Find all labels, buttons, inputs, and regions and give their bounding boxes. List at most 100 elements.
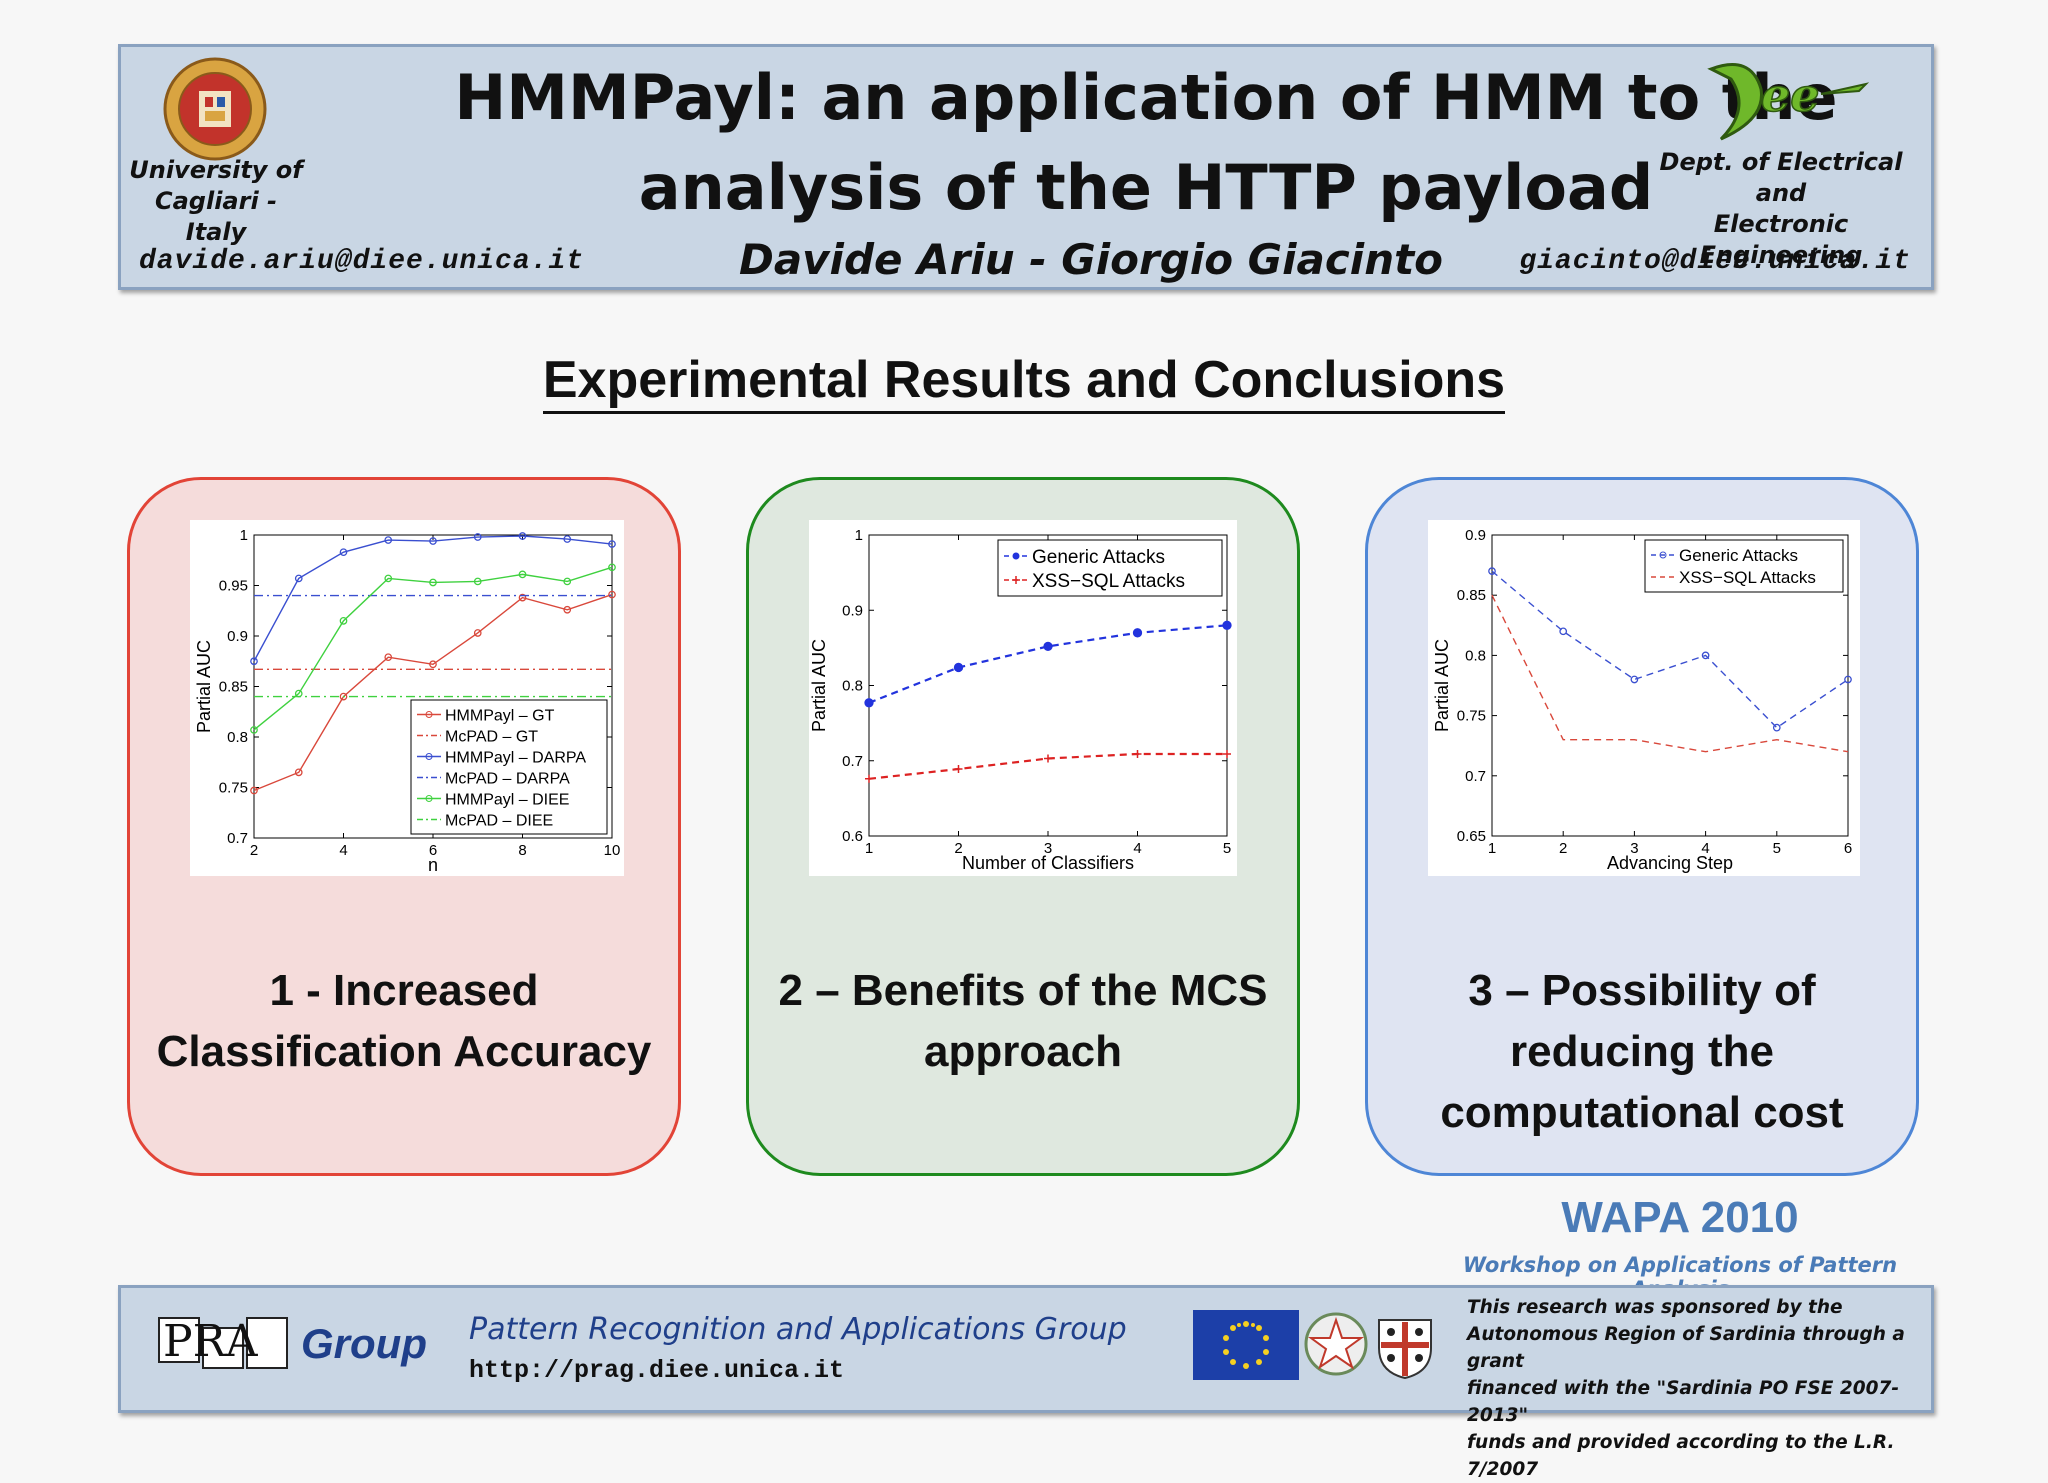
university-seal-logo — [163, 57, 267, 161]
data-point — [250, 726, 258, 734]
legend-marker — [425, 711, 433, 718]
chart-box-3: 1 2 3 4 5 6 0.65 0.7 0.75 0.8 0.85 0.9 Advancing Ste… — [1428, 520, 1860, 876]
data-point — [250, 786, 258, 795]
data-point — [1844, 675, 1852, 684]
authors: Davide Ariu - Giorgio Giacinto — [738, 235, 1444, 284]
y-tick-label: 0.8 — [842, 678, 863, 695]
data-point — [518, 570, 527, 579]
y-tick-label: 0.85 — [1457, 587, 1486, 604]
data-point — [608, 540, 616, 548]
header-banner: University of Cagliari - Italy davide.ar… — [118, 44, 1934, 290]
data-point — [384, 536, 393, 544]
data-point — [1559, 627, 1568, 636]
data-point — [294, 768, 303, 777]
series-line-0 — [253, 593, 613, 792]
data-point — [1701, 651, 1710, 660]
legend-label: McPAD – DARPA — [445, 770, 570, 787]
data-point — [339, 617, 348, 625]
x-tick-label: 6 — [1844, 840, 1852, 857]
y-tick-label: 0.95 — [219, 578, 248, 595]
legend-label: XSS−SQL Attacks — [1679, 568, 1816, 587]
legend-label: McPAD – GT — [445, 728, 538, 745]
footer-banner: PRA Group Pattern Recognition and Applic… — [118, 1285, 1934, 1480]
legend-marker — [1659, 551, 1667, 559]
y-tick-label: 1 — [240, 527, 248, 544]
series-line-2 — [253, 535, 613, 662]
x-tick-label: 2 — [954, 840, 962, 857]
y-tick-label: 0.85 — [219, 679, 248, 696]
sponsor-note: This research was sponsored by the Auton… — [1467, 1297, 1905, 1480]
group-name: Pattern Recognition and Applications Gro… — [469, 1312, 1127, 1347]
x-tick-label: 5 — [1223, 840, 1231, 857]
legend-marker — [1012, 552, 1020, 560]
x-tick-label: 8 — [518, 842, 526, 859]
italian-emblem-icon — [1304, 1312, 1368, 1376]
advancing-step-chart: 1 2 3 4 5 6 0.65 0.7 0.75 0.8 0.85 0.9 Advancing Ste… — [1432, 527, 1852, 873]
legend-label: Generic Attacks — [1032, 547, 1165, 568]
legend-box — [997, 539, 1223, 597]
panel-caption-3: 3 – Possibility of reducing the computat… — [1440, 966, 1844, 1137]
poster-title-line2: analysis of the HTTP payload — [638, 151, 1654, 224]
data-point — [429, 537, 437, 545]
eu-flag-icon — [1193, 1310, 1299, 1380]
data-point — [1044, 754, 1052, 763]
y-axis-label: Partial AUC — [1432, 639, 1452, 732]
pra-group-logo: PRA — [158, 1316, 288, 1369]
y-tick-label: 0.7 — [227, 830, 248, 847]
panel-caption-2: 2 – Benefits of the MCS approach — [778, 966, 1268, 1076]
data-point — [1223, 749, 1231, 758]
data-point — [1488, 567, 1496, 575]
x-tick-label: 2 — [250, 842, 258, 859]
data-point — [250, 657, 258, 666]
panel-caption-1: 1 - Increased Classification Accuracy — [156, 966, 652, 1076]
x-axis-label: Number of Classifiers — [962, 853, 1134, 873]
left-email[interactable]: davide.ariu@diee.unica.it — [139, 246, 585, 277]
result-panel-1: 2 4 6 8 10 0.7 0.75 0.8 0.85 0.9 0.95 1 n Partial AUC… — [127, 477, 681, 1176]
legend-box — [1644, 539, 1844, 593]
y-tick-label: 0.75 — [219, 780, 248, 797]
y-tick-label: 0.8 — [1465, 647, 1486, 664]
x-tick-label: 4 — [339, 842, 347, 859]
x-tick-label: 4 — [1701, 840, 1709, 857]
data-point — [1133, 749, 1142, 758]
data-point — [608, 563, 616, 572]
data-point — [953, 662, 964, 673]
data-point — [954, 765, 963, 774]
chart-box-2: 1 2 3 4 5 0.6 0.7 0.8 0.9 1 Number of Classifiers P… — [809, 520, 1237, 876]
accuracy-chart: 2 4 6 8 10 0.7 0.75 0.8 0.85 0.9 0.95 1 n Partial AUC… — [194, 527, 621, 875]
data-point — [294, 574, 303, 583]
data-point — [1630, 675, 1639, 684]
data-point — [563, 535, 572, 543]
x-tick-label: 4 — [1133, 840, 1141, 857]
legend-label: Generic Attacks — [1679, 546, 1798, 565]
group-url[interactable]: http://prag.diee.unica.it — [469, 1356, 845, 1385]
data-point — [1772, 723, 1781, 732]
data-point — [384, 574, 393, 583]
data-point — [864, 698, 874, 708]
series-line-1 — [1491, 594, 1849, 753]
y-tick-label: 0.6 — [842, 828, 863, 845]
legend-label: HMMPayl – DARPA — [445, 749, 586, 766]
data-point — [563, 577, 572, 586]
left-institution: University of Cagliari - Italy — [129, 156, 303, 246]
data-point — [1132, 628, 1143, 638]
right-email[interactable]: giacinto@diee.unica.it — [1519, 246, 1911, 277]
y-tick-label: 0.8 — [227, 729, 248, 746]
wapa-title: WAPA 2010 — [1561, 1193, 1799, 1242]
series-line-0 — [868, 624, 1228, 704]
poster-title-line1: HMMPayl: an application of HMM to the — [454, 61, 1838, 134]
legend-marker — [1012, 576, 1020, 584]
data-point — [1043, 641, 1053, 652]
x-tick-label: 1 — [1488, 840, 1496, 857]
data-point — [1222, 620, 1232, 630]
x-tick-label: 10 — [604, 842, 621, 859]
diee-logo: ee — [1707, 63, 1870, 141]
data-point — [429, 578, 437, 587]
result-panel-2: 1 2 3 4 5 0.6 0.7 0.8 0.9 1 Number of Classifiers P… — [746, 477, 1300, 1176]
mcs-chart: 1 2 3 4 5 0.6 0.7 0.8 0.9 1 Number of Classifiers P… — [809, 527, 1232, 873]
data-point — [563, 605, 572, 614]
data-point — [473, 577, 482, 586]
data-point — [518, 593, 527, 602]
legend-label: XSS−SQL Attacks — [1032, 571, 1185, 592]
x-tick-label: 2 — [1559, 840, 1567, 857]
